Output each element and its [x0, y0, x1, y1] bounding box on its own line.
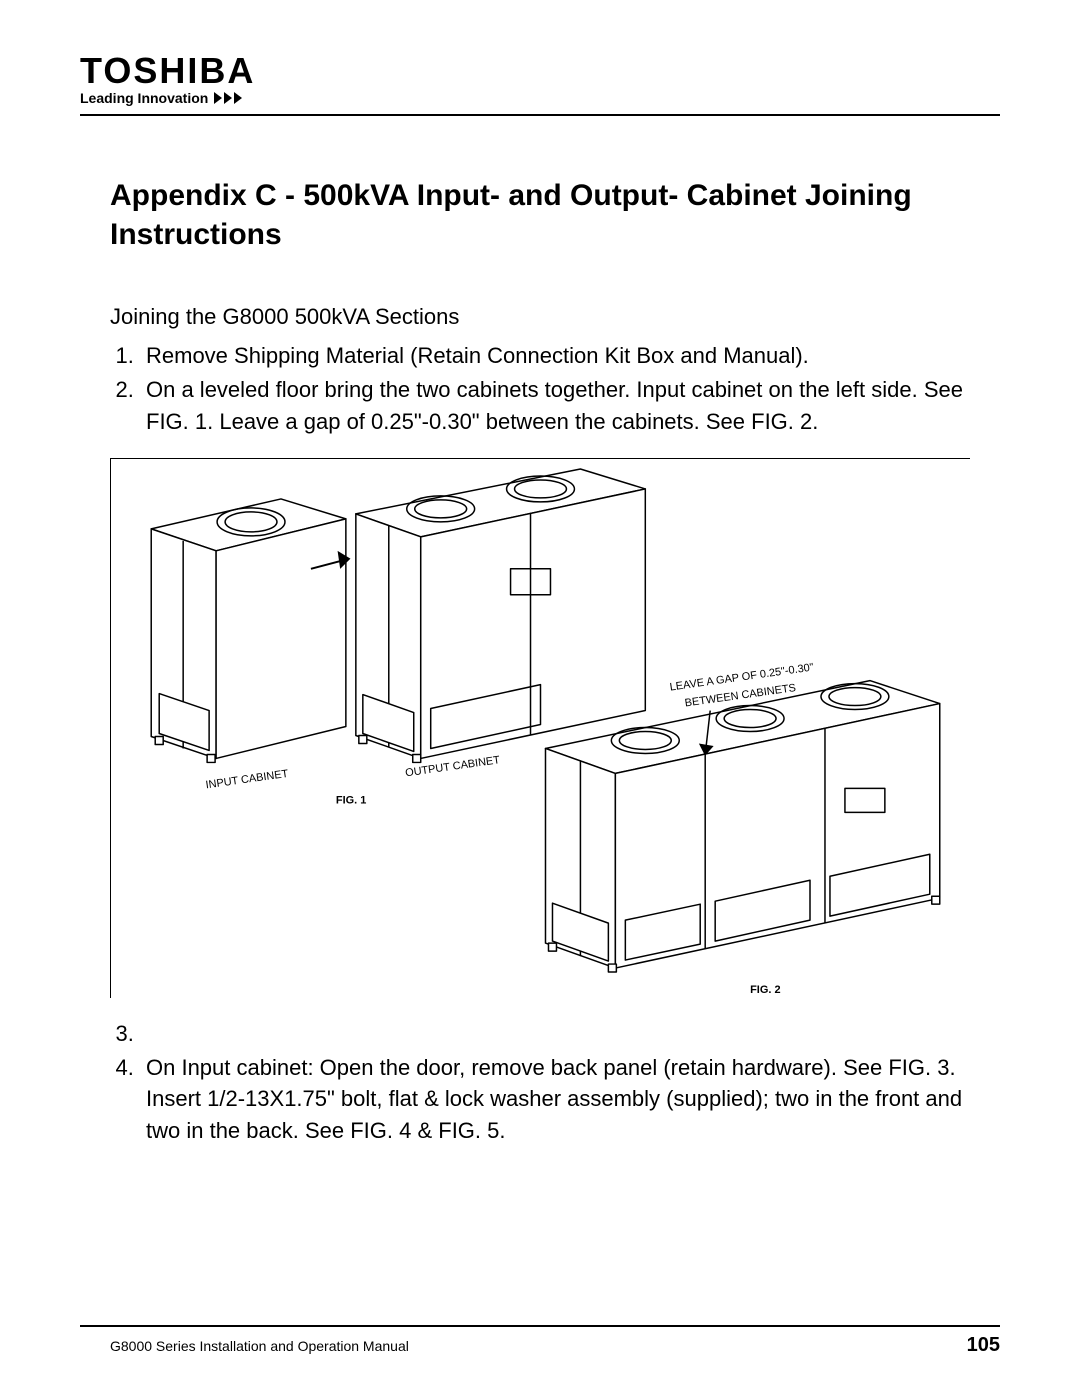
brand-name: TOSHIBA [80, 50, 1000, 92]
step-item [140, 1018, 970, 1050]
chevrons-icon [214, 92, 254, 104]
input-cabinet-label: INPUT CABINET [205, 768, 289, 792]
fig2-label: FIG. 2 [750, 984, 780, 996]
steps-list-a: Remove Shipping Material (Retain Connect… [140, 340, 970, 438]
bottom-rule [80, 1325, 1000, 1327]
subheading: Joining the G8000 500kVA Sections [110, 304, 970, 330]
step-item: On Input cabinet: Open the door, remove … [140, 1052, 970, 1148]
page-title: Appendix C - 500kVA Input- and Output- C… [110, 176, 970, 254]
figure-diagram: INPUT CABINET OUTPUT CABINET FIG. 1 [110, 458, 970, 998]
step-item: Remove Shipping Material (Retain Connect… [140, 340, 970, 372]
fig1-label: FIG. 1 [336, 794, 366, 806]
page-number: 105 [967, 1334, 1000, 1357]
steps-list-b: On Input cabinet: Open the door, remove … [140, 1018, 970, 1148]
brand-block: TOSHIBA Leading Innovation [80, 50, 1000, 106]
brand-tagline: Leading Innovation [80, 90, 208, 106]
footer: G8000 Series Installation and Operation … [110, 1334, 1000, 1357]
footer-manual: G8000 Series Installation and Operation … [110, 1338, 409, 1354]
step-item: On a leveled floor bring the two cabinet… [140, 374, 970, 438]
top-rule [80, 114, 1000, 116]
